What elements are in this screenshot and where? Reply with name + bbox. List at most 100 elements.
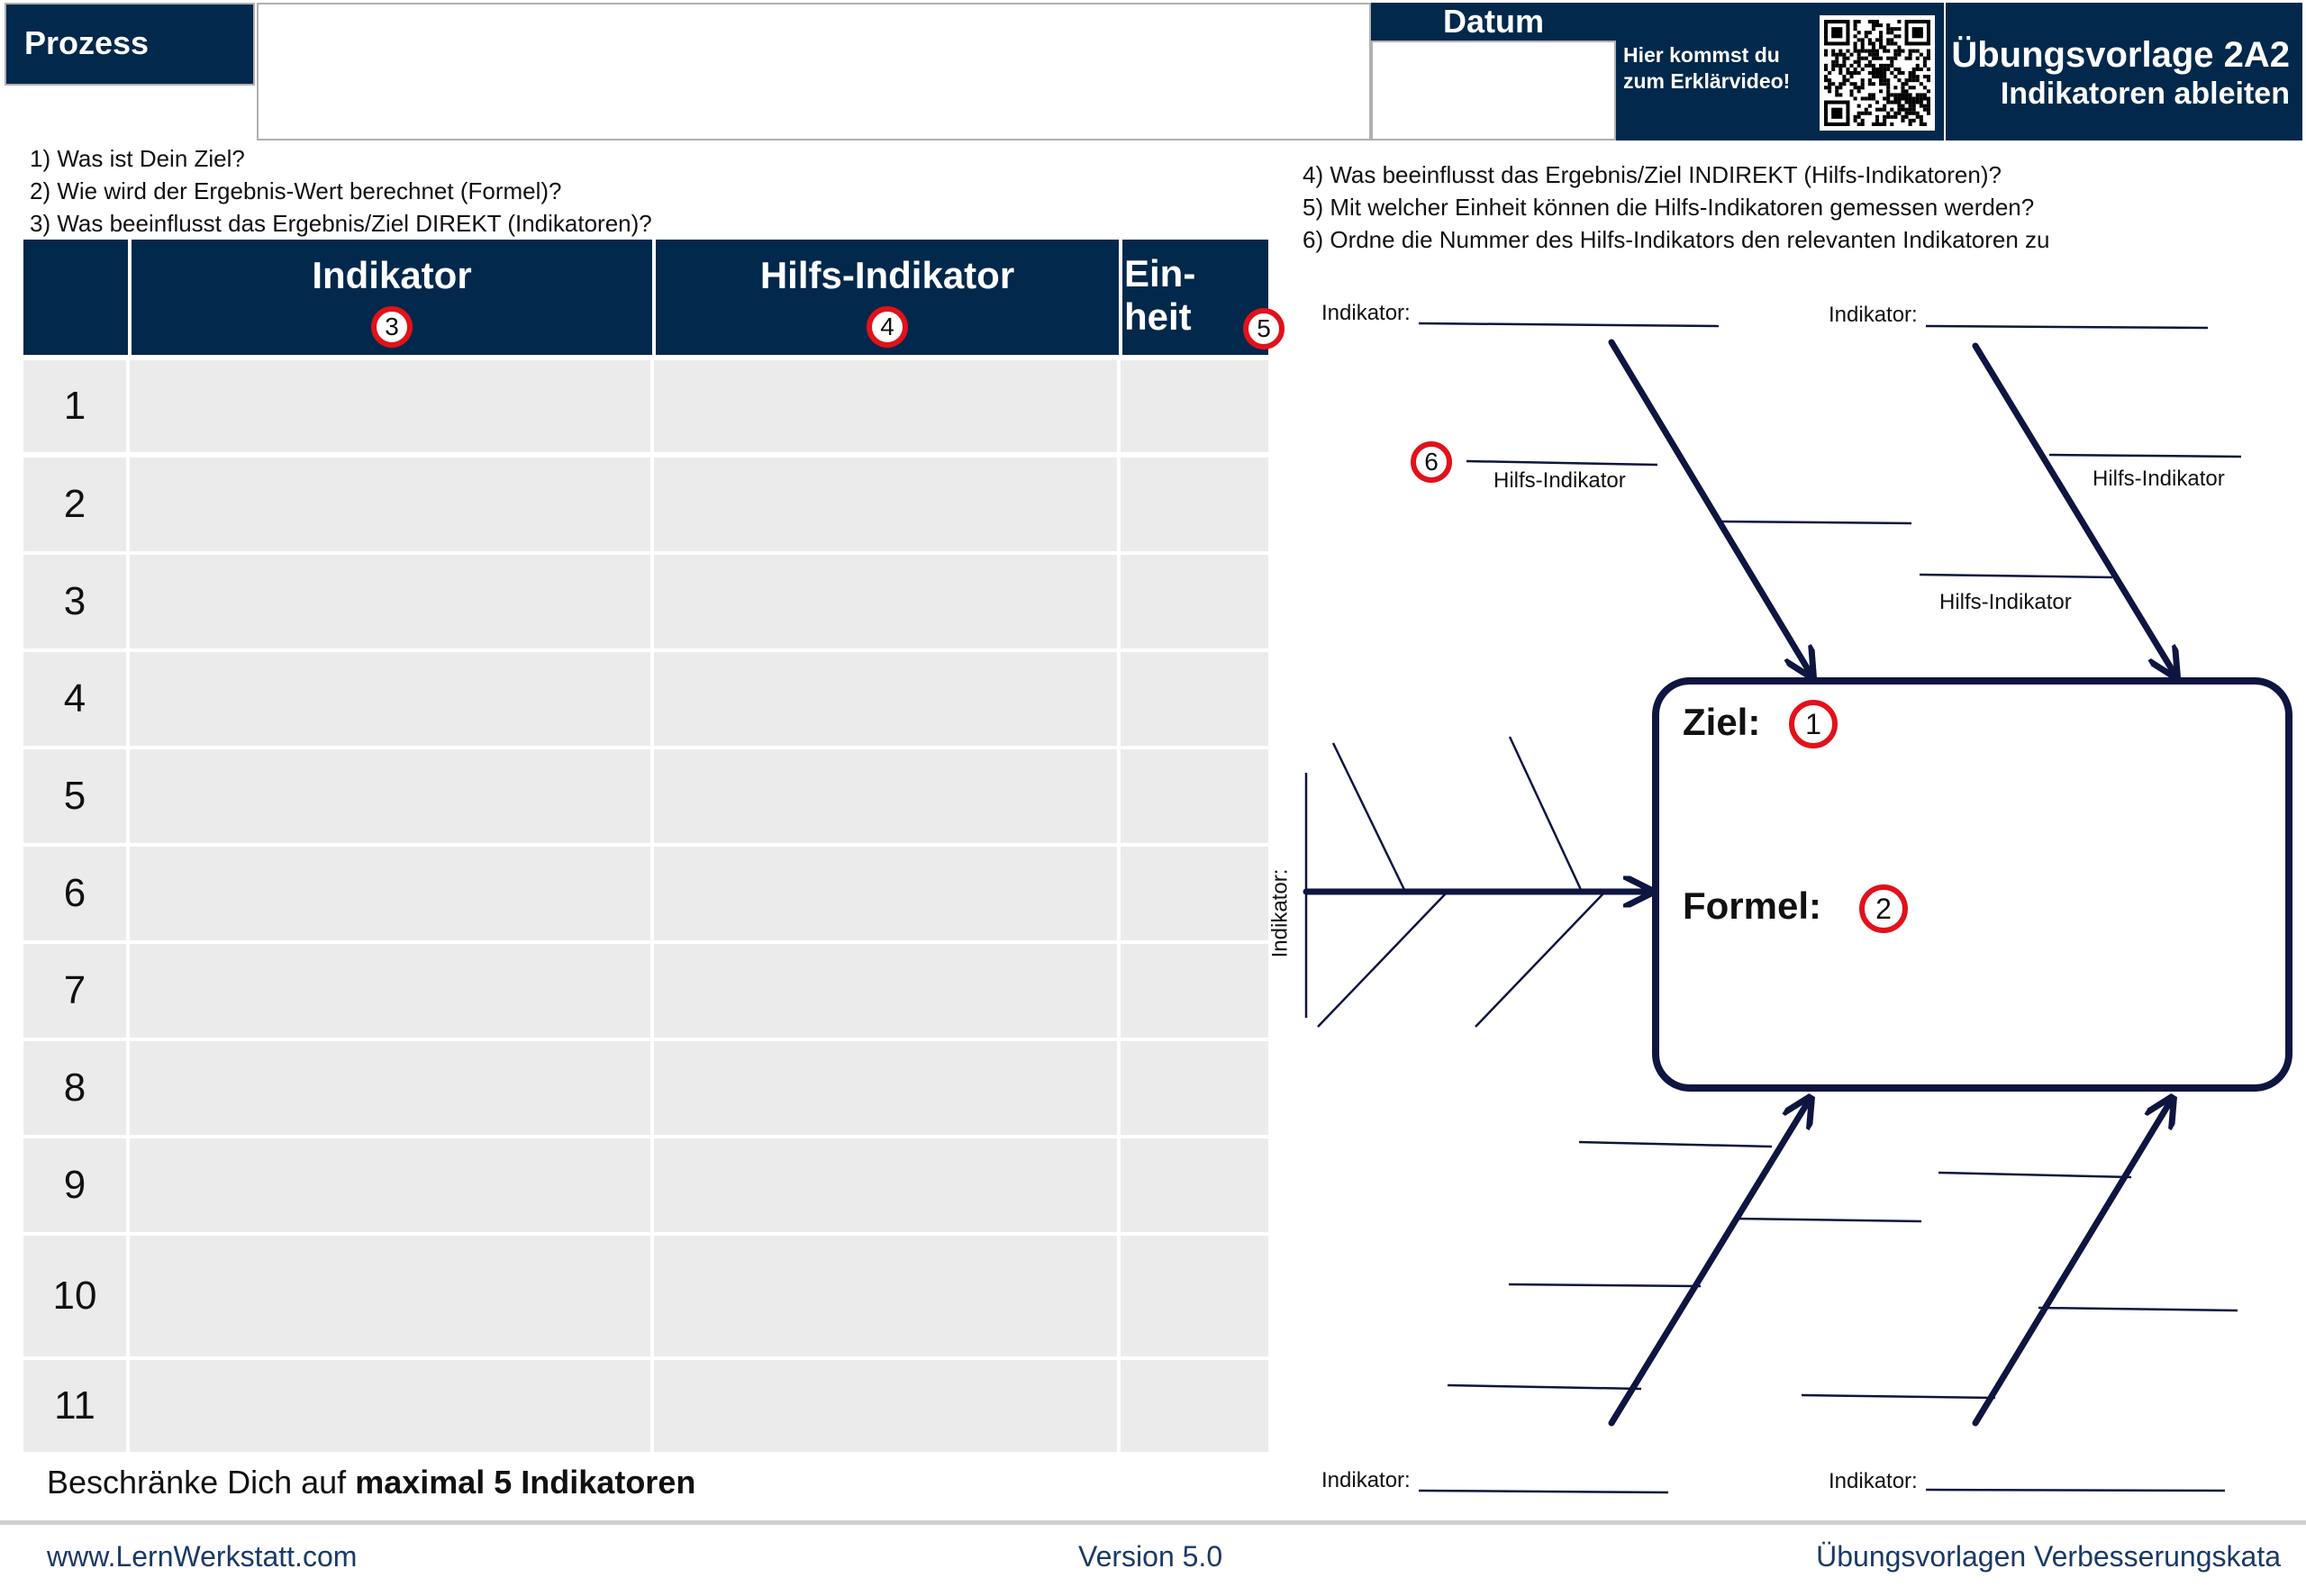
indikator-cell[interactable] [130, 458, 650, 551]
footer-divider [0, 1520, 2306, 1525]
row-number: 1 [23, 360, 126, 452]
indikator-cell[interactable] [130, 652, 650, 746]
formel-label: Formel: [1683, 884, 1822, 927]
table-header: Indikator 3 Hilfs-Indikator 4 Ein- heit … [23, 240, 1285, 355]
row-number: 7 [23, 944, 126, 1038]
indikator-cell[interactable] [130, 1138, 650, 1232]
row-number: 9 [23, 1138, 126, 1232]
video-link-text: Hier kommst du zum Erklärvideo! [1623, 43, 1791, 93]
table-row: 4 [23, 652, 1268, 746]
table-row: 6 [23, 847, 1268, 940]
indikator-label-bottom-left: Indikator: [1321, 1468, 1411, 1492]
einheit-cell[interactable] [1121, 458, 1268, 551]
table-row: 7 [23, 944, 1268, 1038]
prozess-label: Prozess [5, 3, 255, 86]
hilfs-indikator-cell[interactable] [654, 1236, 1117, 1356]
ziel-label: Ziel: [1683, 701, 1761, 743]
hint-text: Beschränke Dich auf maximal 5 Indikatore… [47, 1464, 696, 1501]
table-row: 9 [23, 1138, 1268, 1232]
page-title: Übungsvorlage 2A2 [1951, 35, 2290, 75]
hilfs-indikator-cell[interactable] [654, 1041, 1117, 1135]
table-row: 8 [23, 1041, 1268, 1135]
column-header-einheit: Ein- heit [1124, 252, 1196, 338]
indikator-cell[interactable] [130, 555, 650, 648]
hilfs-indikator-cell[interactable] [654, 1360, 1117, 1452]
einheit-cell[interactable] [1121, 1041, 1268, 1135]
hilfs-indikator-cell[interactable] [654, 555, 1117, 648]
hilfs-indikator-cell[interactable] [654, 1138, 1117, 1232]
indikator-label-top-left: Indikator: [1321, 301, 1411, 325]
datum-input-field[interactable] [1371, 41, 1616, 141]
hilfs-indikator-label-2: Hilfs-Indikator [2093, 467, 2225, 491]
row-number: 4 [23, 652, 126, 746]
indikator-cell[interactable] [130, 749, 650, 843]
einheit-cell[interactable] [1121, 847, 1268, 940]
datum-label: Datum [1371, 3, 1616, 41]
indikator-cell[interactable] [130, 1041, 650, 1135]
bone-bottom-right [1972, 1101, 2171, 1427]
indikator-cell[interactable] [130, 1360, 650, 1452]
video-link-box[interactable]: Hier kommst du zum Erklärvideo! [1616, 3, 1944, 141]
einheit-cell[interactable] [1121, 652, 1268, 746]
bone-top-left [1608, 339, 1811, 674]
badge-2: 2 [1859, 884, 1908, 933]
qr-code-icon[interactable] [1820, 15, 1935, 131]
questions-right: 4) Was beeinflusst das Ergebnis/Ziel IND… [1303, 159, 2050, 256]
column-header-indikator: Indikator 3 [132, 240, 652, 355]
table-row: 10 [23, 1236, 1268, 1356]
einheit-cell[interactable] [1121, 1360, 1268, 1452]
question-2: 2) Wie wird der Ergebnis-Wert berechnet … [30, 177, 562, 204]
row-number: 6 [23, 847, 126, 940]
indikator-label-top-right: Indikator: [1829, 303, 1918, 327]
badge-5: 5 [1243, 308, 1285, 349]
badge-3: 3 [371, 306, 413, 348]
page-subtitle: Indikatoren ableiten [2000, 77, 2290, 111]
indikator-cell[interactable] [130, 847, 650, 940]
footer-website-link[interactable]: www.LernWerkstatt.com [47, 1540, 358, 1573]
einheit-cell[interactable] [1121, 360, 1268, 452]
prozess-input-field[interactable] [257, 3, 1371, 141]
row-number: 8 [23, 1041, 126, 1135]
einheit-cell[interactable] [1121, 1138, 1268, 1232]
badge-1: 1 [1789, 700, 1838, 748]
indikator-label-left: Indikator: [1267, 868, 1293, 958]
hilfs-indikator-cell[interactable] [654, 847, 1117, 940]
question-6: 6) Ordne die Nummer des Hilfs-Indikators… [1303, 226, 2050, 253]
question-3: 3) Was beeinflusst das Ergebnis/Ziel DIR… [30, 210, 652, 237]
row-number: 3 [23, 555, 126, 648]
column-header-hilfs-indikator: Hilfs-Indikator 4 [656, 240, 1119, 355]
table-row: 2 [23, 458, 1268, 551]
ziel-box [1652, 677, 2292, 1092]
hilfs-indikator-label-1: Hilfs-Indikator [1493, 468, 1626, 493]
questions-left: 1) Was ist Dein Ziel? 2) Wie wird der Er… [30, 142, 652, 240]
footer-collection: Übungsvorlagen Verbesserungskata [1816, 1540, 2281, 1573]
hilfs-indikator-cell[interactable] [654, 360, 1117, 452]
table-row: 1 [23, 360, 1268, 452]
indikator-cell[interactable] [130, 360, 650, 452]
indikator-cell[interactable] [130, 944, 650, 1038]
row-number: 2 [23, 458, 126, 551]
bone-bottom-left [1608, 1101, 1809, 1427]
indikator-cell[interactable] [130, 1236, 650, 1356]
row-number: 11 [23, 1360, 126, 1452]
question-5: 5) Mit welcher Einheit können die Hilfs-… [1303, 194, 2035, 221]
table-row: 11 [23, 1360, 1268, 1452]
einheit-cell[interactable] [1121, 749, 1268, 843]
hilfs-indikator-cell[interactable] [654, 944, 1117, 1038]
indikator-label-bottom-right: Indikator: [1829, 1469, 1918, 1493]
einheit-cell[interactable] [1121, 555, 1268, 648]
einheit-cell[interactable] [1121, 1236, 1268, 1356]
bone-top-right [1972, 342, 2174, 674]
hilfs-indikator-cell[interactable] [654, 458, 1117, 551]
table-row: 3 [23, 555, 1268, 648]
row-number: 10 [23, 1236, 126, 1356]
hilfs-indikator-cell[interactable] [654, 652, 1117, 746]
einheit-cell[interactable] [1121, 944, 1268, 1038]
page-title-box: Übungsvorlage 2A2 Indikatoren ableiten [1946, 3, 2302, 141]
footer-version: Version 5.0 [1078, 1540, 1223, 1573]
row-number: 5 [23, 749, 126, 843]
badge-6: 6 [1411, 441, 1452, 483]
badge-4: 4 [867, 306, 908, 348]
hilfs-indikator-cell[interactable] [654, 749, 1117, 843]
